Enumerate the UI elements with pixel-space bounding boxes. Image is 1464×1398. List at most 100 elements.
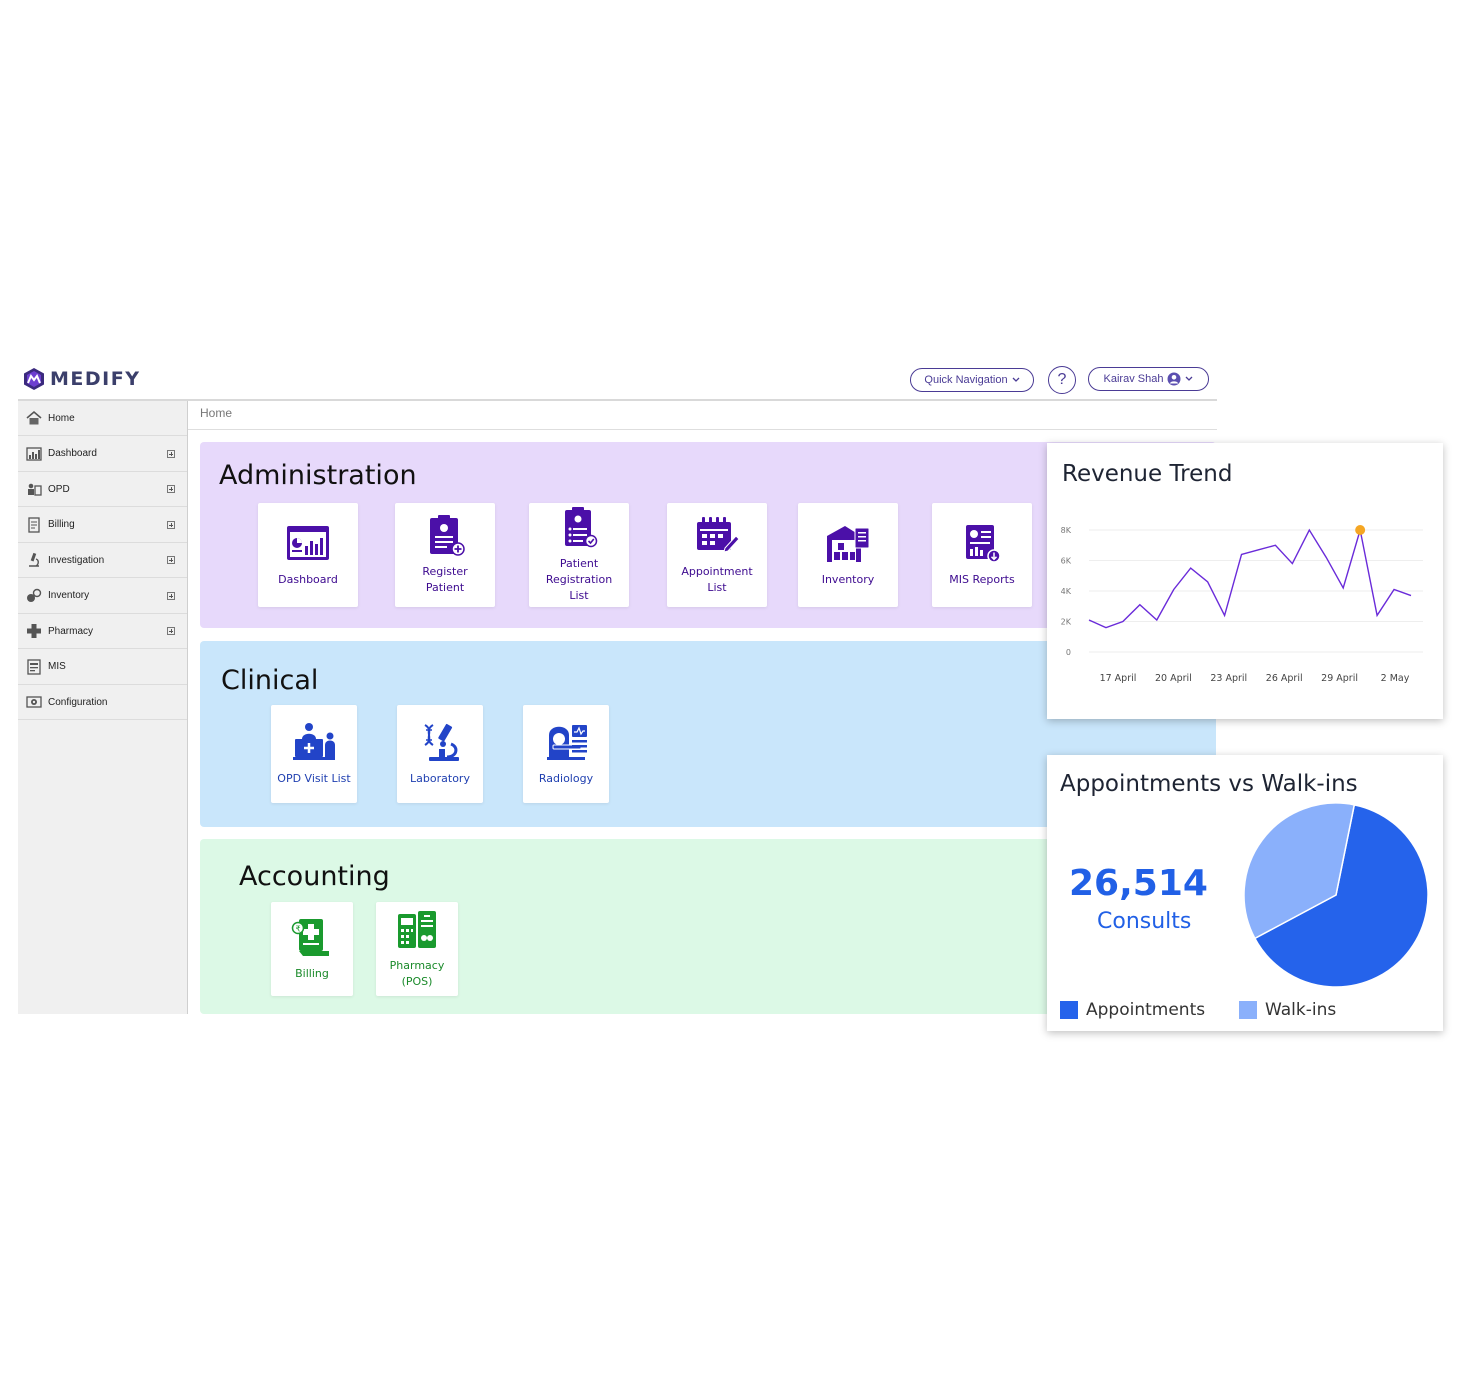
header-divider — [18, 399, 1217, 401]
sidebar-item-billing[interactable]: Billing — [18, 508, 187, 543]
tile-register-patient[interactable]: Register Patient — [395, 503, 495, 607]
section-title: Clinical — [221, 665, 319, 696]
legend-label: Walk-ins — [1265, 1000, 1337, 1020]
tile-label: Register Patient — [422, 565, 468, 594]
pie-slice-walk-ins[interactable] — [1243, 802, 1356, 940]
chart-title: Appointments vs Walk-ins — [1060, 771, 1358, 797]
sidebar-item-label: Configuration — [48, 696, 108, 708]
chart-title: Revenue Trend — [1062, 461, 1233, 487]
breadcrumb-divider — [188, 429, 1217, 430]
quick-navigation-button[interactable]: Quick Navigation — [910, 368, 1034, 392]
user-name: Kairav Shah — [1103, 373, 1164, 385]
tile-label: Pharmacy (POS) — [389, 959, 445, 988]
legend-swatch-walkins — [1239, 1001, 1257, 1019]
dashboard-icon — [287, 526, 329, 560]
microscope-dna-icon — [424, 723, 459, 761]
doctor-desk-icon — [293, 723, 335, 760]
home-icon — [26, 410, 42, 425]
revenue-series-line — [1088, 528, 1412, 629]
pie-slice-appointments[interactable] — [1253, 803, 1429, 988]
expand-icon[interactable] — [167, 627, 175, 635]
sidebar-item-label: Pharmacy — [48, 625, 94, 637]
svg-text:₹: ₹ — [295, 925, 300, 934]
sidebar-item-inventory[interactable]: Inventory — [18, 579, 187, 614]
sidebar-item-label: Investigation — [48, 554, 105, 566]
highlight-point[interactable] — [1355, 525, 1366, 535]
microscope-icon — [29, 552, 39, 567]
expand-icon[interactable] — [167, 449, 175, 458]
billing-invoice-icon: ₹ — [291, 919, 329, 956]
sidebar-item-dashboard[interactable]: Dashboard — [18, 437, 187, 472]
tile-label: Billing — [295, 967, 329, 980]
sidebar-item-pharmacy[interactable]: Pharmacy — [18, 614, 187, 649]
sidebar-item-home[interactable]: Home — [18, 401, 187, 436]
opd-icon — [28, 483, 42, 496]
legend-appointments: Appointments — [1060, 1000, 1205, 1020]
expand-icon[interactable] — [167, 556, 175, 564]
tile-label: OPD Visit List — [277, 772, 351, 785]
tile-opd-visit-list[interactable]: OPD Visit List — [271, 705, 357, 803]
app-logo[interactable]: MEDIFY — [22, 366, 140, 392]
tile-radiology[interactable]: Radiology — [523, 705, 609, 803]
sidebar-item-label: MIS — [48, 661, 66, 672]
app-name: MEDIFY — [50, 368, 141, 390]
inventory-icon — [27, 588, 42, 602]
x-tick-label: 23 April — [1210, 673, 1247, 684]
sidebar-item-investigation[interactable]: Investigation — [18, 543, 187, 578]
chevron-down-icon — [1012, 377, 1020, 382]
register-patient-icon — [430, 515, 465, 556]
sidebar-item-configuration[interactable]: Configuration — [18, 685, 187, 720]
x-tick-label: 20 April — [1155, 673, 1192, 684]
help-icon: ? — [1057, 371, 1067, 388]
help-button[interactable]: ? — [1048, 366, 1076, 394]
user-avatar-icon — [1167, 372, 1181, 386]
tile-inventory[interactable]: Inventory — [798, 503, 898, 607]
expand-icon[interactable] — [167, 485, 175, 493]
legend-walkins: Walk-ins — [1239, 1000, 1336, 1020]
x-tick-label: 26 April — [1266, 673, 1303, 684]
appointments-pie-chart — [1243, 802, 1429, 988]
section-title: Administration — [219, 460, 417, 491]
sidebar-item-label: Billing — [48, 519, 75, 530]
sidebar-item-mis[interactable]: MIS — [18, 650, 187, 685]
y-tick-label: 4K — [1061, 587, 1072, 596]
tile-patient-registration-list[interactable]: Patient Registration List — [529, 503, 629, 607]
y-tick-label: 2K — [1061, 618, 1072, 627]
revenue-trend-card: Revenue Trend 8K 6K 4K 2K 0 17 April 20 April 2… — [1047, 443, 1443, 719]
section-clinical: Clinical OPD Visit List Laboratory Radio… — [200, 641, 1216, 827]
breadcrumb[interactable]: Home — [200, 406, 233, 420]
tile-label: MIS Reports — [949, 573, 1015, 586]
sidebar-item-label: OPD — [48, 483, 70, 495]
mis-icon — [27, 658, 41, 675]
consults-count: 26,514 — [1069, 863, 1208, 904]
tile-label: Radiology — [538, 772, 594, 785]
sidebar-item-opd[interactable]: OPD — [18, 472, 187, 507]
sidebar: Home Dashboard OPD Billing Investigation… — [18, 401, 188, 1014]
tile-pharmacy-pos[interactable]: Pharmacy (POS) — [376, 902, 458, 996]
section-administration: Administration Dashboard Register Patien… — [200, 442, 1216, 628]
revenue-line-chart: 8K 6K 4K 2K 0 17 April 20 April 23 April 26 Apri… — [1061, 525, 1423, 684]
tile-laboratory[interactable]: Laboratory — [397, 705, 483, 803]
pharmacy-pos-icon — [398, 911, 436, 948]
mri-scanner-icon — [547, 725, 587, 760]
tile-mis-reports[interactable]: MIS Reports — [932, 503, 1032, 607]
dashboard-icon — [26, 446, 42, 461]
tile-billing[interactable]: ₹ Billing — [271, 902, 353, 996]
legend-label: Appointments — [1086, 1000, 1206, 1020]
tile-label: Appointment List — [681, 565, 753, 594]
tile-appointment-list[interactable]: Appointment List — [667, 503, 767, 607]
sidebar-item-label: Inventory — [48, 590, 90, 601]
tile-label: Inventory — [821, 573, 875, 586]
chevron-down-icon — [1186, 376, 1193, 381]
mis-report-icon — [966, 525, 1001, 563]
billing-icon — [28, 516, 40, 533]
calendar-icon — [697, 517, 740, 553]
configuration-icon — [26, 696, 42, 708]
quick-navigation-label: Quick Navigation — [924, 374, 1008, 386]
tile-dashboard[interactable]: Dashboard — [258, 503, 358, 607]
tile-label: Laboratory — [410, 772, 470, 785]
expand-icon[interactable] — [167, 520, 175, 529]
expand-icon[interactable] — [167, 591, 175, 600]
user-menu-button[interactable]: Kairav Shah — [1088, 367, 1209, 391]
warehouse-icon — [827, 526, 870, 562]
